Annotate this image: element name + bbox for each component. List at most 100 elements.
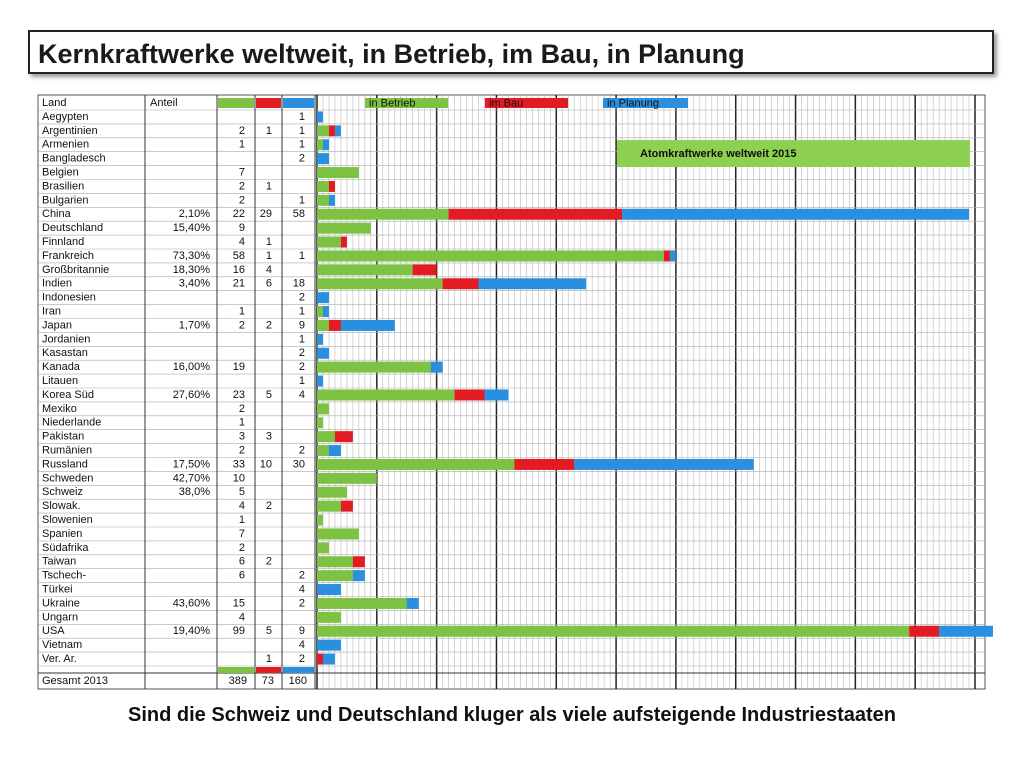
count: 4 xyxy=(239,611,245,623)
country: Taiwan xyxy=(42,556,76,568)
bar-segment xyxy=(317,528,359,540)
swatch xyxy=(283,667,314,673)
count: 1 xyxy=(299,125,305,137)
column-header: Land xyxy=(42,97,66,109)
share: 2,10% xyxy=(179,208,210,220)
count: 1 xyxy=(299,250,305,262)
bar-segment xyxy=(328,125,335,137)
inset-title: Atomkraftwerke weltweit 2015 xyxy=(640,148,797,160)
count: 9 xyxy=(299,319,305,331)
header-swatch xyxy=(283,98,314,108)
bar-segment xyxy=(317,542,329,554)
bar-segment xyxy=(317,347,329,359)
count: 1 xyxy=(299,194,305,206)
bar-segment xyxy=(328,180,335,192)
country: Spanien xyxy=(42,528,82,540)
count: 2 xyxy=(239,180,245,192)
country: Kasastan xyxy=(42,347,88,359)
country: Schweden xyxy=(42,472,93,484)
count: 10 xyxy=(260,458,272,470)
bar-segment xyxy=(317,194,329,206)
bar-segment xyxy=(442,278,479,290)
count: 1 xyxy=(299,139,305,151)
count: 30 xyxy=(293,458,305,470)
bar-segment xyxy=(939,625,993,637)
bar-segment xyxy=(317,653,323,665)
count: 15 xyxy=(233,597,245,609)
count: 2 xyxy=(266,319,272,331)
bar-segment xyxy=(328,445,341,457)
count: 1 xyxy=(299,111,305,123)
count: 5 xyxy=(266,625,272,637)
count: 2 xyxy=(239,125,245,137)
bar-segment xyxy=(328,194,335,206)
bar-segment xyxy=(317,167,359,179)
share: 38,0% xyxy=(179,486,210,498)
bar-segment xyxy=(622,208,970,220)
bar-segment xyxy=(317,431,335,443)
bar-segment xyxy=(322,306,329,318)
bar-segment xyxy=(317,458,515,470)
count: 5 xyxy=(266,389,272,401)
country: Schweiz xyxy=(42,486,83,498)
count: 2 xyxy=(299,292,305,304)
country: Japan xyxy=(42,319,72,331)
country: Mexiko xyxy=(42,403,77,415)
bar-segment xyxy=(514,458,575,470)
count: 2 xyxy=(239,194,245,206)
share: 1,70% xyxy=(179,319,210,331)
country: China xyxy=(42,208,72,220)
country: Ukraine xyxy=(42,597,80,609)
header-swatch xyxy=(256,98,281,108)
country: Armenien xyxy=(42,139,89,151)
bar-segment xyxy=(317,514,323,526)
count: 2 xyxy=(299,444,305,456)
bar-segment xyxy=(317,611,341,623)
country: Slowenien xyxy=(42,514,93,526)
count: 1 xyxy=(239,139,245,151)
share: 3,40% xyxy=(179,278,210,290)
count: 23 xyxy=(233,389,245,401)
bar-segment xyxy=(478,278,587,290)
legend-swatch xyxy=(603,98,688,108)
count: 2 xyxy=(239,319,245,331)
country: Jordanien xyxy=(42,333,90,345)
country: Kanada xyxy=(42,361,81,373)
share: 43,60% xyxy=(173,597,211,609)
bar-segment xyxy=(663,250,670,262)
count: 1 xyxy=(239,514,245,526)
column-header: Anteil xyxy=(150,97,178,109)
bar-segment xyxy=(317,556,353,568)
country: Indien xyxy=(42,278,72,290)
bar-segment xyxy=(340,236,347,248)
country: Deutschland xyxy=(42,222,103,234)
count: 2 xyxy=(266,500,272,512)
count: 58 xyxy=(233,250,245,262)
bar-segment xyxy=(317,472,377,484)
country: Tschech- xyxy=(42,570,86,582)
bar-segment xyxy=(317,236,341,248)
country: Brasilien xyxy=(42,180,84,192)
count: 1 xyxy=(239,417,245,429)
count: 1 xyxy=(299,375,305,387)
bar-segment xyxy=(322,139,329,151)
bar-segment xyxy=(484,389,509,401)
inset-title-box xyxy=(617,140,970,167)
count: 7 xyxy=(239,528,245,540)
country: Vietnam xyxy=(42,639,82,651)
bar-segment xyxy=(454,389,485,401)
count: 4 xyxy=(299,583,305,595)
bar-segment xyxy=(317,500,341,512)
country: Türkei xyxy=(42,583,73,595)
country: Pakistan xyxy=(42,431,84,443)
count: 1 xyxy=(299,305,305,317)
legend-label: in Betrieb xyxy=(369,97,415,109)
count: 2 xyxy=(299,153,305,165)
country: Iran xyxy=(42,305,61,317)
table-chart: Land Anteil in Betrieb im Bau in Planung Atom… xyxy=(37,94,993,690)
bar-segment xyxy=(322,653,335,665)
share: 18,30% xyxy=(173,264,211,276)
header-swatch xyxy=(218,98,254,108)
total-label: Gesamt 2013 xyxy=(42,675,108,687)
